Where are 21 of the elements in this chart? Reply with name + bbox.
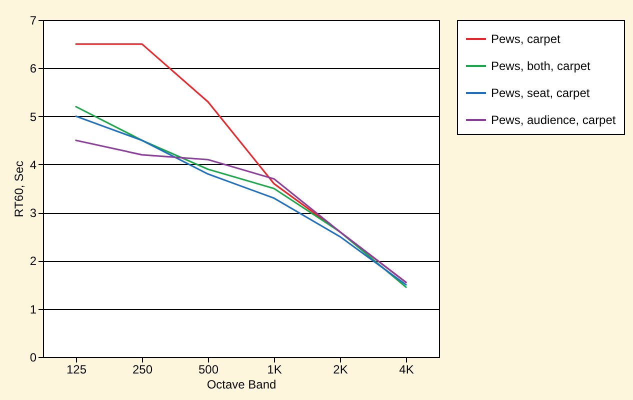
y-tick-label: 6 [30,62,37,76]
x-tick-label: 2K [333,362,348,376]
y-tick-label: 5 [30,110,37,124]
x-tick-label: 1K [267,362,282,376]
y-tick-label: 4 [30,158,37,172]
legend-label: Pews, both, carpet [491,59,592,73]
x-tick-label: 500 [198,362,219,376]
x-tick-label: 4K [399,362,414,376]
legend-label: Pews, audience, carpet [491,113,616,127]
line-series [75,140,407,284]
y-axis-title: RT60, Sec [12,160,26,218]
y-tick-label: 3 [30,206,37,220]
x-tick-label: 125 [66,362,87,376]
y-tick-label: 2 [30,254,37,268]
x-tick-label: 250 [132,362,153,376]
y-tick-label: 0 [30,350,37,364]
legend-label: Pews, seat, carpet [491,86,590,100]
legend-label: Pews, carpet [491,32,562,46]
y-tick-label: 7 [30,14,37,28]
x-axis-title: Octave Band [206,378,276,392]
y-tick-label: 1 [30,302,37,316]
